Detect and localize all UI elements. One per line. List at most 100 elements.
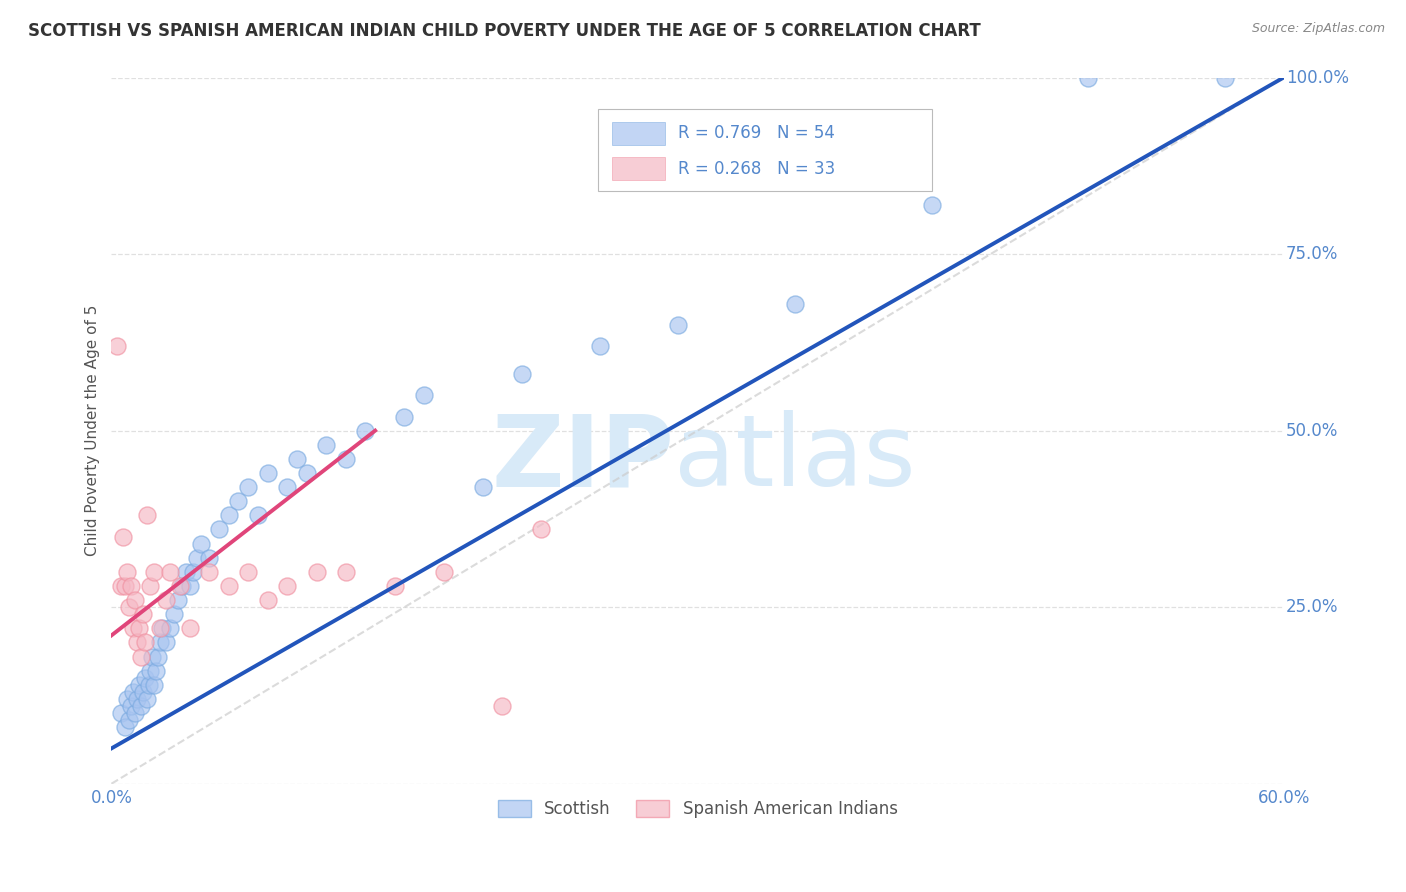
Point <box>145 664 167 678</box>
Point <box>198 565 221 579</box>
Point <box>118 600 141 615</box>
Point <box>295 466 318 480</box>
Point <box>149 635 172 649</box>
Point <box>218 579 240 593</box>
Point <box>170 579 193 593</box>
Point <box>125 692 148 706</box>
Text: ZIP: ZIP <box>491 410 673 508</box>
Point <box>305 565 328 579</box>
Point <box>491 699 513 714</box>
Point <box>114 720 136 734</box>
Point <box>198 550 221 565</box>
Point <box>148 649 170 664</box>
Point <box>134 671 156 685</box>
Point <box>285 451 308 466</box>
Point <box>183 565 205 579</box>
Point <box>471 480 494 494</box>
Point <box>169 579 191 593</box>
Point <box>114 579 136 593</box>
Point <box>122 621 145 635</box>
Point <box>190 536 212 550</box>
Point <box>166 593 188 607</box>
Point <box>432 565 454 579</box>
FancyBboxPatch shape <box>612 157 665 180</box>
Point <box>228 494 250 508</box>
Point <box>110 706 132 720</box>
Point <box>131 685 153 699</box>
Point <box>143 678 166 692</box>
Point <box>666 318 689 332</box>
Point <box>122 685 145 699</box>
Point <box>246 508 269 523</box>
Point <box>276 579 298 593</box>
Point <box>139 579 162 593</box>
Point <box>105 339 128 353</box>
Point <box>174 565 197 579</box>
Text: 50.0%: 50.0% <box>1286 422 1339 440</box>
Point <box>238 480 260 494</box>
Point <box>163 607 186 622</box>
Point <box>179 579 201 593</box>
Point <box>159 565 181 579</box>
Point <box>335 451 357 466</box>
Point <box>135 692 157 706</box>
Point <box>218 508 240 523</box>
Point <box>120 579 142 593</box>
Point <box>128 621 150 635</box>
Text: SCOTTISH VS SPANISH AMERICAN INDIAN CHILD POVERTY UNDER THE AGE OF 5 CORRELATION: SCOTTISH VS SPANISH AMERICAN INDIAN CHIL… <box>28 22 981 40</box>
Point <box>128 678 150 692</box>
Point <box>256 593 278 607</box>
Text: Source: ZipAtlas.com: Source: ZipAtlas.com <box>1251 22 1385 36</box>
Point <box>115 692 138 706</box>
Point <box>208 523 231 537</box>
Point <box>149 621 172 635</box>
Point <box>384 579 406 593</box>
Point <box>118 713 141 727</box>
Point <box>135 508 157 523</box>
Legend: Scottish, Spanish American Indians: Scottish, Spanish American Indians <box>491 793 904 825</box>
Point <box>155 635 177 649</box>
Point <box>1077 70 1099 85</box>
Point <box>785 296 807 310</box>
Point <box>413 388 436 402</box>
Point <box>124 593 146 607</box>
FancyBboxPatch shape <box>612 122 665 145</box>
Point <box>115 565 138 579</box>
Point <box>921 197 943 211</box>
Point <box>129 699 152 714</box>
Point <box>530 523 553 537</box>
Point <box>159 621 181 635</box>
Point <box>139 664 162 678</box>
Point <box>150 621 173 635</box>
Point <box>131 607 153 622</box>
Y-axis label: Child Poverty Under the Age of 5: Child Poverty Under the Age of 5 <box>86 305 100 557</box>
Point <box>276 480 298 494</box>
Point <box>1213 70 1236 85</box>
Point <box>120 699 142 714</box>
Point <box>179 621 201 635</box>
Point <box>110 579 132 593</box>
Point <box>256 466 278 480</box>
Point <box>315 438 337 452</box>
Point <box>124 706 146 720</box>
Point <box>186 550 208 565</box>
Point <box>134 635 156 649</box>
Point <box>129 649 152 664</box>
Text: 25.0%: 25.0% <box>1286 599 1339 616</box>
Point <box>138 678 160 692</box>
Text: R = 0.268   N = 33: R = 0.268 N = 33 <box>678 160 835 178</box>
Text: atlas: atlas <box>673 410 915 508</box>
Point <box>335 565 357 579</box>
Text: 100.0%: 100.0% <box>1286 69 1348 87</box>
Point <box>238 565 260 579</box>
Point <box>125 635 148 649</box>
Point <box>510 367 533 381</box>
Point <box>155 593 177 607</box>
FancyBboxPatch shape <box>598 110 932 191</box>
Point <box>143 565 166 579</box>
Text: 75.0%: 75.0% <box>1286 245 1339 263</box>
Point <box>589 339 612 353</box>
Text: R = 0.769   N = 54: R = 0.769 N = 54 <box>678 124 835 143</box>
Point <box>141 649 163 664</box>
Point <box>112 530 135 544</box>
